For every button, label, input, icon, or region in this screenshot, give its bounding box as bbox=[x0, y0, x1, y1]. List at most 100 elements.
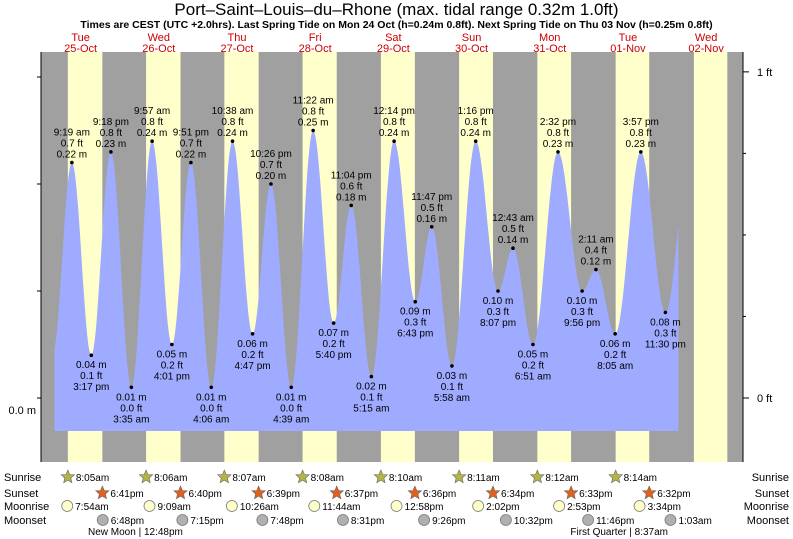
moonrise-moon-icon bbox=[390, 500, 403, 512]
tide-height-m-label: 0.25 m bbox=[298, 118, 329, 129]
tide-curve bbox=[54, 130, 679, 431]
moonset-time-label: 9:26pm bbox=[432, 516, 465, 527]
tide-height-m-label: 0.24 m bbox=[379, 128, 410, 139]
day-of-week-label: Tue bbox=[71, 32, 90, 44]
tide-height-m-label: 0.06 m bbox=[600, 339, 631, 350]
tide-height-m-label: 0.24 m bbox=[217, 128, 248, 139]
tide-time-label: 11:04 pm bbox=[331, 170, 372, 181]
tide-height-ft-label: 0.0 ft bbox=[120, 403, 142, 414]
tide-height-ft-label: 0.8 ft bbox=[221, 117, 243, 128]
tide-height-m-label: 0.01 m bbox=[276, 392, 307, 403]
left-margin bbox=[0, 52, 41, 462]
tide-height-m-label: 0.14 m bbox=[498, 235, 529, 246]
tide-point bbox=[269, 182, 273, 186]
tide-height-ft-label: 0.2 ft bbox=[522, 361, 544, 372]
moonset-row-label-right: Moonset bbox=[747, 515, 789, 527]
tide-height-ft-label: 0.1 ft bbox=[80, 371, 102, 382]
tide-point bbox=[473, 139, 478, 143]
tide-height-ft-label: 0.7 ft bbox=[61, 139, 83, 150]
day-of-week-label: Tue bbox=[619, 32, 638, 44]
tide-height-m-label: 0.01 m bbox=[196, 392, 227, 403]
tide-point bbox=[663, 310, 668, 315]
moon-phase-new: New Moon | 12:48pm bbox=[88, 527, 183, 538]
tide-height-ft-label: 0.7 ft bbox=[180, 139, 202, 150]
sunset-time-label: 6:39pm bbox=[267, 489, 300, 500]
tide-height-ft-label: 0.8 ft bbox=[141, 117, 163, 128]
tide-height-ft-label: 0.8 ft bbox=[383, 117, 405, 128]
tide-height-m-label: 0.04 m bbox=[76, 360, 107, 371]
tide-height-ft-label: 0.1 ft bbox=[441, 382, 463, 393]
tide-height-ft-label: 0.3 ft bbox=[654, 328, 676, 339]
date-label: 02-Nov bbox=[688, 43, 724, 55]
tide-time-label: 11:47 pm bbox=[411, 192, 452, 203]
moonrise-moon-icon bbox=[143, 500, 156, 512]
moonset-moon-icon bbox=[664, 514, 677, 526]
moonrise-time-label: 7:54am bbox=[75, 502, 108, 513]
moonrise-time-label: 2:53pm bbox=[567, 502, 600, 513]
tide-height-ft-label: 0.8 ft bbox=[100, 128, 122, 139]
sunset-row-label-left: Sunset bbox=[4, 488, 38, 500]
sunset-time-label: 6:34pm bbox=[501, 489, 534, 500]
tide-height-ft-label: 0.7 ft bbox=[260, 160, 282, 171]
tide-point bbox=[189, 160, 193, 165]
tide-time-label: 8:07 pm bbox=[480, 318, 516, 329]
date-label: 28-Oct bbox=[299, 43, 332, 55]
date-label: 27-Oct bbox=[220, 43, 253, 55]
tide-point bbox=[250, 332, 255, 336]
sunset-time-label: 6:41pm bbox=[110, 489, 143, 500]
day-band bbox=[693, 52, 728, 462]
tide-time-label: 5:58 am bbox=[434, 393, 470, 404]
sunrise-star-icon bbox=[373, 469, 389, 484]
tide-point bbox=[349, 203, 354, 208]
tide-time-label: 9:56 pm bbox=[564, 318, 600, 329]
sunset-row-label-right: Sunset bbox=[755, 488, 789, 500]
sunset-time-label: 6:32pm bbox=[657, 489, 690, 500]
tide-point bbox=[89, 353, 94, 358]
sunset-star-icon bbox=[251, 485, 267, 500]
tide-time-label: 4:01 pm bbox=[154, 372, 190, 383]
moonrise-time-label: 11:44am bbox=[322, 502, 360, 513]
tide-height-ft-label: 0.5 ft bbox=[421, 203, 443, 214]
moonrise-time-label: 3:34pm bbox=[648, 502, 681, 513]
moonset-moon-icon bbox=[499, 514, 512, 526]
tide-time-label: 6:51 am bbox=[515, 372, 551, 383]
sunrise-star-icon bbox=[529, 469, 545, 484]
day-of-week-label: Fri bbox=[309, 32, 322, 44]
tide-time-label: 10:26 pm bbox=[250, 149, 292, 160]
moonrise-time-label: 2:02pm bbox=[486, 502, 519, 513]
tide-height-m-label: 0.10 m bbox=[567, 296, 598, 307]
tide-height-ft-label: 0.8 ft bbox=[465, 117, 487, 128]
moonset-time-label: 1:03am bbox=[678, 516, 711, 527]
tide-point bbox=[170, 342, 174, 347]
tide-height-m-label: 0.22 m bbox=[176, 150, 207, 161]
date-label: 26-Oct bbox=[142, 43, 175, 55]
tide-point bbox=[209, 385, 214, 390]
sunrise-star-icon bbox=[295, 469, 310, 484]
tide-point bbox=[230, 139, 235, 143]
day-of-week-label: Wed bbox=[695, 32, 717, 44]
moonrise-moon-icon bbox=[308, 500, 321, 512]
tide-time-label: 11:22 am bbox=[293, 96, 334, 107]
tide-point bbox=[109, 150, 113, 154]
moonset-time-label: 7:48pm bbox=[270, 516, 303, 527]
tide-area bbox=[54, 130, 679, 431]
sunrise-row-label-right: Sunrise bbox=[752, 472, 789, 484]
tide-time-label: 4:47 pm bbox=[234, 361, 270, 372]
tide-point bbox=[392, 139, 396, 143]
tide-height-m-label: 0.16 m bbox=[416, 214, 447, 225]
moonset-time-label: 10:32pm bbox=[514, 516, 553, 527]
tide-height-m-label: 0.10 m bbox=[483, 296, 514, 307]
tide-height-m-label: 0.24 m bbox=[460, 128, 491, 139]
tide-height-m-label: 0.20 m bbox=[256, 171, 287, 182]
moonrise-time-label: 10:26am bbox=[240, 502, 279, 513]
tide-time-label: 5:40 pm bbox=[316, 350, 352, 361]
moonset-row-label-left: Moonset bbox=[4, 515, 46, 527]
tide-height-m-label: 0.18 m bbox=[336, 192, 367, 203]
tide-height-ft-label: 0.3 ft bbox=[571, 307, 593, 318]
tide-height-m-label: 0.06 m bbox=[237, 339, 268, 350]
day-labels: Tue25-OctWed26-OctThu27-OctFri28-OctSat2… bbox=[64, 32, 724, 55]
tide-point bbox=[150, 139, 154, 143]
sunrise-star-icon bbox=[451, 469, 467, 484]
sunrise-time-label: 8:11am bbox=[467, 473, 500, 484]
